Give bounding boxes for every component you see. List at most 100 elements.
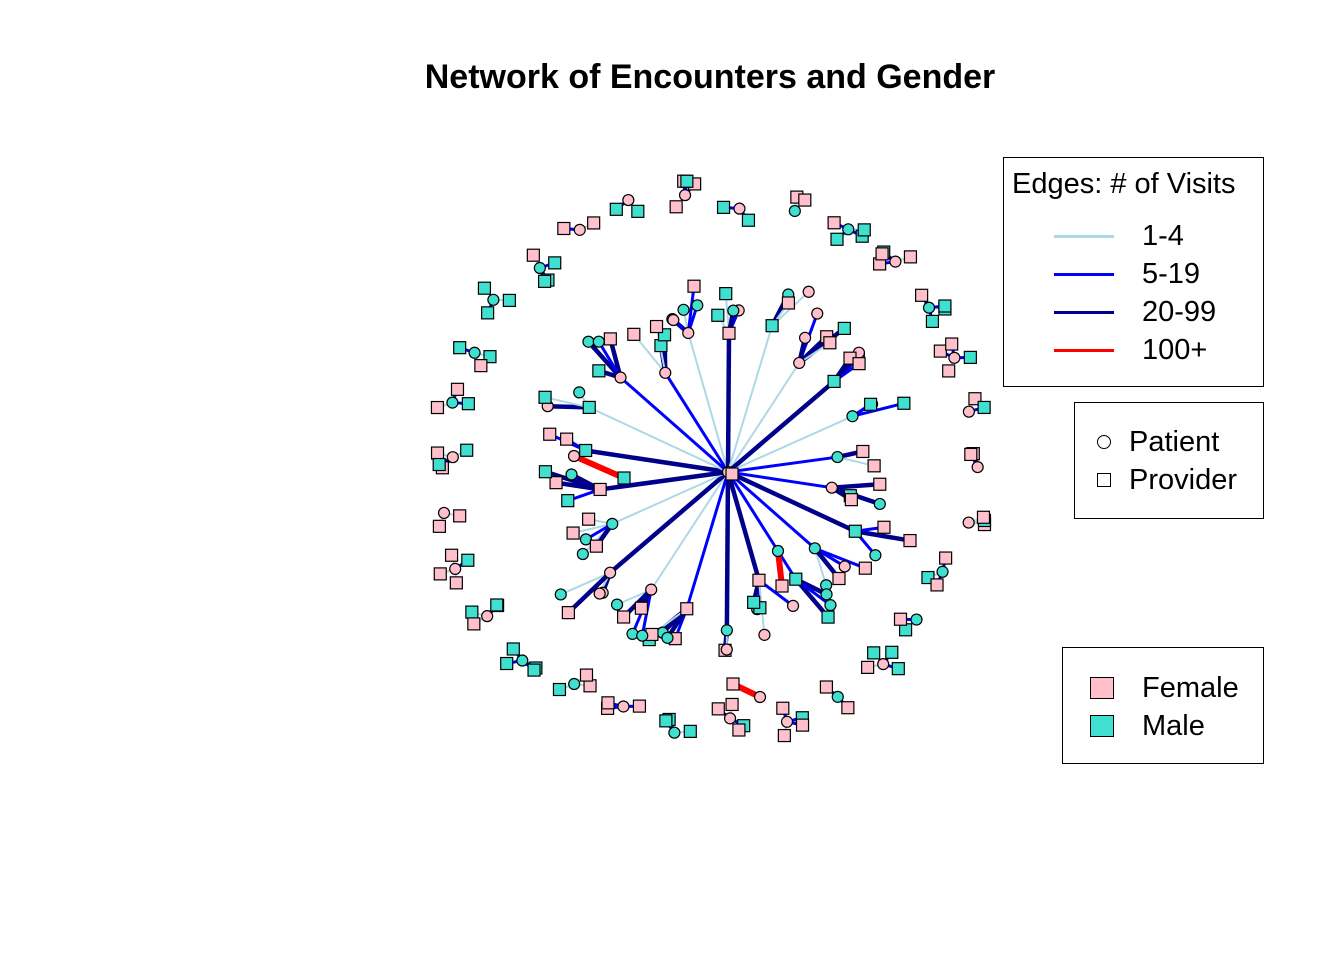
provider-node xyxy=(893,612,908,626)
provider-node xyxy=(632,699,647,713)
edge-line xyxy=(608,470,730,575)
nodes-layer xyxy=(430,174,992,743)
provider-node xyxy=(711,308,725,322)
patient-node xyxy=(636,629,649,642)
patient-node xyxy=(645,583,658,596)
patient-node xyxy=(831,450,844,464)
edge-line xyxy=(572,453,626,481)
provider-node xyxy=(821,610,835,624)
patient-node xyxy=(617,700,630,713)
provider-node xyxy=(449,576,463,590)
legend-edge-swatch xyxy=(1054,310,1114,314)
provider-node xyxy=(925,314,940,328)
edge-line xyxy=(727,469,857,534)
square-icon xyxy=(1097,473,1111,487)
edge-line xyxy=(814,546,866,570)
provider-node xyxy=(430,446,445,460)
patient-node xyxy=(579,533,593,546)
patient-node xyxy=(667,313,680,327)
provider-node xyxy=(942,364,956,378)
provider-node xyxy=(566,526,580,540)
patient-node xyxy=(661,631,674,644)
patient-node xyxy=(727,304,740,317)
patient-node xyxy=(962,405,975,418)
legend-type-item: Provider xyxy=(1095,461,1237,499)
provider-node xyxy=(474,359,488,373)
provider-node xyxy=(616,610,631,624)
provider-node xyxy=(933,344,947,358)
legend-gender-label: Male xyxy=(1142,709,1205,742)
edge-line xyxy=(726,379,836,474)
provider-node xyxy=(603,332,617,346)
provider-node xyxy=(589,539,603,553)
provider-node xyxy=(552,682,567,697)
provider-node xyxy=(669,200,683,214)
provider-node xyxy=(680,174,694,188)
provider-node xyxy=(716,200,731,214)
edge-line xyxy=(547,403,590,410)
provider-node xyxy=(453,509,467,523)
patient-node xyxy=(971,460,984,474)
edge-line xyxy=(566,571,612,615)
provider-node xyxy=(832,571,846,586)
provider-node xyxy=(732,723,746,737)
edge-line xyxy=(831,481,880,490)
provider-node xyxy=(719,287,733,301)
patient-node xyxy=(437,506,451,520)
patient-node xyxy=(788,204,801,218)
patient-node xyxy=(576,547,589,561)
patient-node xyxy=(825,481,838,494)
provider-node xyxy=(848,524,862,538)
legend-type-label: Provider xyxy=(1129,463,1237,496)
provider-node xyxy=(465,605,479,619)
patient-node xyxy=(824,599,837,612)
provider-node xyxy=(877,520,891,534)
provider-node xyxy=(856,444,870,459)
patient-node xyxy=(733,202,746,215)
patient-node xyxy=(582,335,595,348)
provider-node xyxy=(557,221,571,236)
provider-node xyxy=(461,553,475,567)
provider-node xyxy=(844,493,858,507)
legend-node-type: Patient Provider xyxy=(1074,402,1264,519)
provider-node xyxy=(609,202,623,216)
provider-node xyxy=(631,204,645,218)
provider-node xyxy=(601,696,615,710)
legend-gender-label: Female xyxy=(1142,671,1239,704)
patient-node xyxy=(910,613,923,626)
patient-node xyxy=(820,588,833,601)
provider-node xyxy=(593,482,607,497)
provider-node xyxy=(897,396,911,410)
patient-node xyxy=(802,285,815,298)
patient-node xyxy=(780,715,794,728)
patient-node xyxy=(677,303,690,316)
patient-node xyxy=(922,301,936,314)
edge-line xyxy=(852,401,905,418)
provider-node xyxy=(579,668,594,682)
patient-node xyxy=(889,255,902,268)
edge-line xyxy=(727,455,838,474)
patient-node xyxy=(567,449,581,463)
provider-node xyxy=(930,578,944,592)
provider-node xyxy=(789,572,803,586)
patient-node xyxy=(533,261,546,275)
provider-node xyxy=(915,288,929,302)
provider-node xyxy=(627,327,641,341)
edge-line xyxy=(727,470,833,490)
patient-node xyxy=(811,307,824,320)
patient-node xyxy=(565,468,578,481)
provider-node xyxy=(526,248,540,262)
provider-node xyxy=(587,216,601,230)
provider-node xyxy=(781,296,796,310)
edge-line xyxy=(588,406,729,473)
patient-node xyxy=(610,598,624,611)
provider-node xyxy=(827,374,841,389)
legend-type-label: Patient xyxy=(1129,425,1220,458)
provider-node xyxy=(649,319,664,334)
provider-node xyxy=(976,510,991,524)
provider-node xyxy=(830,232,844,246)
edge-line xyxy=(727,415,853,473)
patient-node xyxy=(603,566,617,579)
patient-node xyxy=(846,410,859,423)
